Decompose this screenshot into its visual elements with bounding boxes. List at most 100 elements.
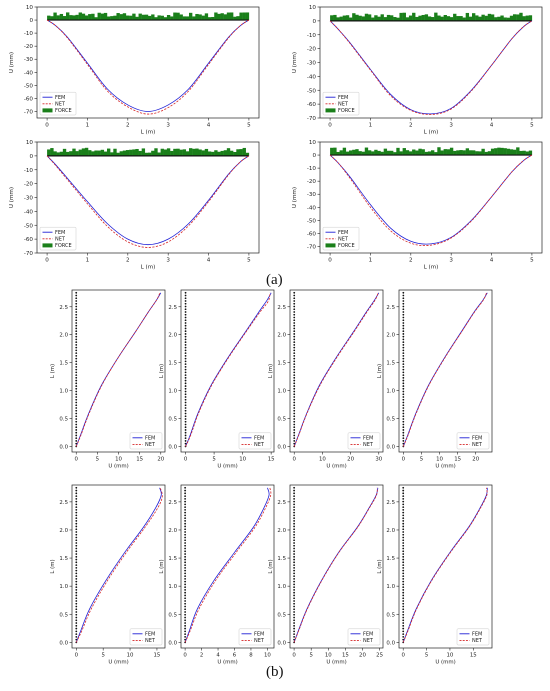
series-fem-line [293, 292, 380, 447]
support-point [75, 608, 78, 611]
support-point [75, 324, 78, 327]
support-point [75, 302, 78, 305]
x-tick-label: 3 [449, 123, 453, 129]
force-bar [446, 16, 451, 21]
x-tick-label: 20 [359, 653, 366, 659]
support-point [402, 492, 405, 495]
force-bar [478, 151, 482, 156]
force-bar [374, 149, 378, 156]
legend-label-net: NET [338, 237, 349, 243]
force-bar [144, 14, 149, 21]
support-point [75, 426, 78, 429]
force-bar [358, 151, 362, 156]
force-bar [81, 148, 86, 156]
support-point [293, 387, 296, 390]
legend-box [129, 432, 163, 450]
support-point [402, 577, 405, 580]
force-bar [135, 148, 139, 156]
support-point [402, 553, 405, 555]
force-bar [390, 150, 394, 156]
support-point [184, 583, 187, 586]
support-point [75, 594, 78, 597]
x-tick-label: 0 [402, 457, 406, 463]
force-bar [506, 148, 511, 156]
support-point [75, 398, 78, 401]
y-tick-label: 1.5 [59, 556, 68, 562]
support-point [75, 404, 78, 407]
force-bar [113, 15, 117, 21]
support-point [75, 542, 78, 544]
force-bar [138, 150, 142, 156]
support-point [402, 580, 405, 583]
y-tick-label: 10 [309, 140, 317, 146]
support-point [184, 627, 187, 630]
support-point [293, 360, 296, 363]
x-tick-label: 5 [425, 653, 428, 659]
support-point [293, 635, 296, 638]
y-axis-label: U (mm) [292, 52, 298, 73]
x-axis-label: U (mm) [217, 464, 237, 470]
x-tick-label: 3 [166, 258, 170, 264]
support-point [402, 368, 405, 371]
force-bar [500, 147, 504, 156]
y-tick-label: 10 [309, 5, 317, 11]
x-tick-label: 5 [96, 457, 99, 463]
support-point [75, 330, 78, 333]
x-tick-label: 4 [216, 653, 220, 659]
plot-frame [319, 6, 543, 119]
support-point [184, 319, 187, 322]
force-bar [333, 147, 337, 156]
support-point [75, 385, 78, 387]
support-point [402, 316, 405, 319]
force-bar [383, 17, 388, 21]
support-point [402, 308, 405, 311]
support-point [184, 341, 187, 344]
support-point [184, 294, 187, 297]
support-point [75, 580, 78, 583]
support-point [402, 330, 405, 333]
y-tick-label: 2.0 [168, 333, 177, 339]
plot-frame [36, 141, 260, 254]
force-bar [402, 148, 406, 156]
support-point [184, 492, 187, 495]
force-bar [239, 149, 243, 156]
support-point [402, 385, 405, 387]
support-point [184, 407, 187, 409]
support-point [293, 333, 296, 335]
legend-box [238, 432, 272, 450]
support-point [402, 624, 405, 627]
support-point [402, 335, 405, 338]
force-bar [490, 148, 495, 156]
y-tick-label: -20 [24, 182, 34, 188]
force-bar [468, 150, 473, 156]
support-point [293, 566, 296, 569]
support-point [184, 379, 187, 382]
y-tick-label: 0.0 [277, 444, 286, 450]
support-point [402, 511, 405, 514]
series-fem-line [402, 292, 488, 447]
support-point [184, 506, 187, 509]
support-point [75, 586, 78, 589]
support-point [293, 525, 296, 528]
support-point [402, 495, 405, 497]
y-tick-label: 0.0 [59, 640, 68, 646]
force-bar [528, 150, 533, 156]
x-tick-label: 6 [233, 653, 237, 659]
support-point [293, 335, 296, 338]
support-point [402, 572, 405, 575]
support-point [75, 371, 78, 374]
support-point [184, 401, 187, 404]
support-point [293, 508, 296, 511]
chart-b3: 0 10 20 30 0.0 0.5 1.0 1.5 2.0 2.5 U (mm) L (m) FEMN… [268, 289, 384, 470]
support-point [75, 363, 78, 366]
force-bar [459, 16, 463, 21]
force-bar [431, 150, 435, 156]
force-bar [66, 151, 70, 156]
legend-label-fem: FEM [55, 230, 65, 236]
support-point [293, 330, 296, 333]
support-point [184, 376, 187, 379]
legend-label-fem: FEM [363, 632, 373, 638]
y-tick-label: -20 [307, 179, 317, 185]
